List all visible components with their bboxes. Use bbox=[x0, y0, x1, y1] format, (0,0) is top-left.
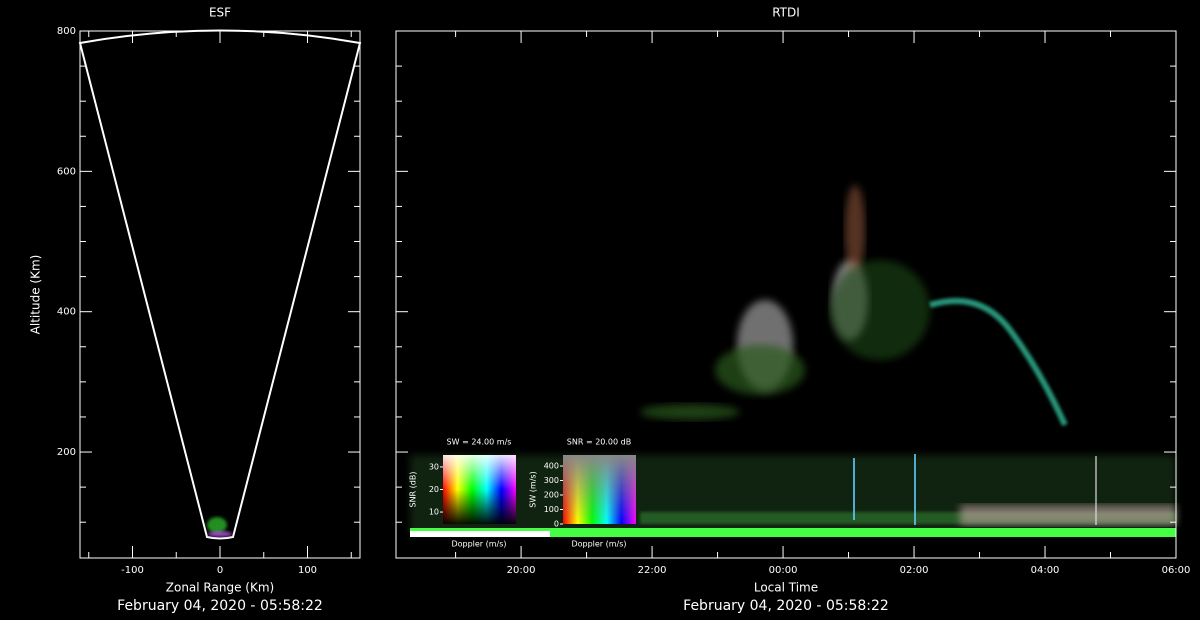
inset-y-tick-label: 20 bbox=[429, 485, 439, 494]
inset-y-tick-label: 100 bbox=[544, 505, 559, 514]
inset-x-label: Doppler (m/s) bbox=[571, 540, 626, 549]
inset-y-tick-label: 10 bbox=[429, 508, 439, 517]
inset-y-tick-label: 0 bbox=[554, 520, 559, 529]
x-tick-label: 04:00 bbox=[1031, 565, 1060, 576]
plot-frame bbox=[79, 30, 361, 559]
sw-colorbar-shade bbox=[443, 455, 516, 524]
x-tick-label: 02:00 bbox=[900, 565, 929, 576]
inset-y-tick-label: 30 bbox=[429, 462, 439, 471]
x-tick-label: 20:00 bbox=[507, 565, 536, 576]
inset-y-tick-label: 400 bbox=[544, 462, 559, 471]
inset-y-tick-label: 300 bbox=[544, 476, 559, 485]
inset-title: SNR = 20.00 dB bbox=[567, 438, 631, 447]
y-tick-label: 800 bbox=[57, 26, 76, 37]
x-tick-label: 06:00 bbox=[1162, 565, 1191, 576]
inset-title: SW = 24.00 m/s bbox=[447, 438, 512, 447]
x-tick-label: 0 bbox=[217, 565, 223, 576]
rtdi-echoes bbox=[410, 185, 1176, 537]
plot-frame bbox=[395, 30, 1177, 559]
y-axis-label: Altitude (Km) bbox=[29, 255, 43, 335]
snr-colorbar-shade bbox=[563, 455, 636, 524]
x-tick-label: 100 bbox=[298, 565, 317, 576]
plot-title: RTDI bbox=[772, 6, 800, 20]
y-tick-label: 400 bbox=[57, 307, 76, 318]
y-tick-label: 600 bbox=[57, 166, 76, 177]
x-tick-label: -100 bbox=[121, 565, 144, 576]
y-tick-label: 200 bbox=[57, 447, 76, 458]
footer-timestamp: February 04, 2020 - 05:58:22 bbox=[117, 598, 323, 614]
x-axis-label: Local Time bbox=[754, 581, 818, 595]
inset-y-label: SW (m/s) bbox=[529, 471, 538, 507]
inset-x-label: Doppler (m/s) bbox=[451, 540, 506, 549]
esf-fan bbox=[78, 29, 362, 540]
footer-timestamp: February 04, 2020 - 05:58:22 bbox=[683, 598, 889, 614]
x-tick-label: 00:00 bbox=[769, 565, 798, 576]
inset-y-label: SNR (dB) bbox=[409, 472, 418, 508]
x-axis-label: Zonal Range (Km) bbox=[166, 581, 274, 595]
x-tick-label: 22:00 bbox=[638, 565, 667, 576]
plot-title: ESF bbox=[209, 6, 231, 20]
inset-y-tick-label: 200 bbox=[544, 491, 559, 500]
